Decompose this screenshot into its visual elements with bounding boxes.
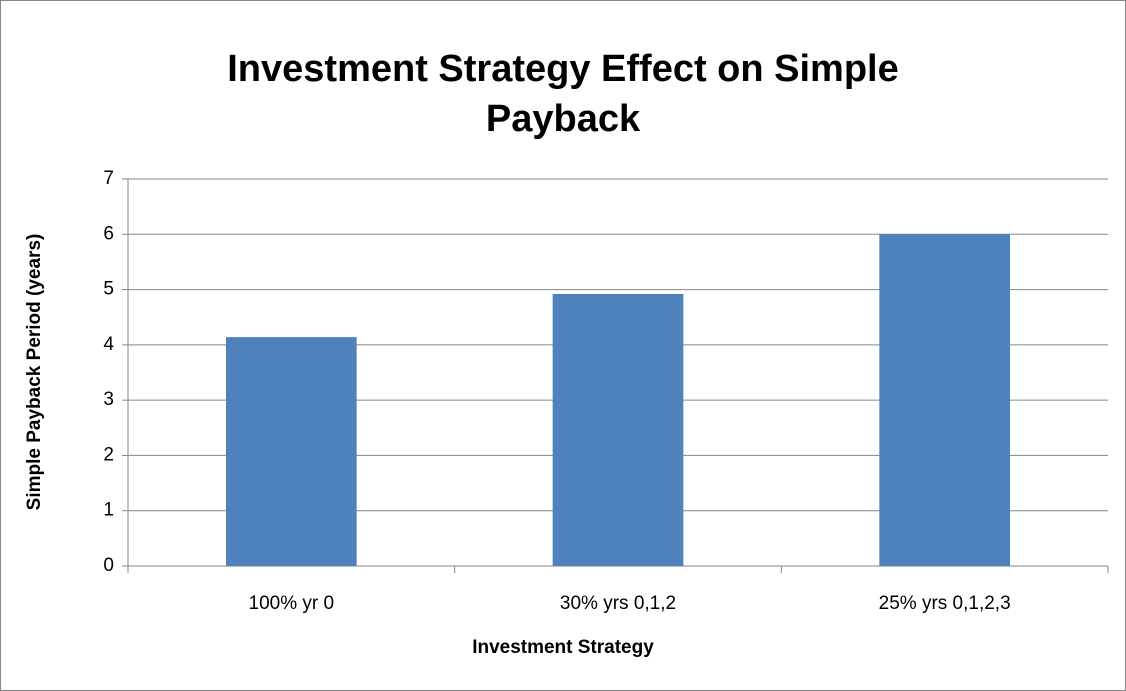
x-tick-label: 25% yrs 0,1,2,3 [879, 593, 1011, 614]
y-tick-label: 7 [103, 168, 114, 189]
x-tick-label: 100% yr 0 [249, 593, 335, 614]
y-axis-label: Simple Payback Period (years) [24, 234, 45, 511]
x-tick-label: 30% yrs 0,1,2 [560, 593, 676, 614]
chart-title: Investment Strategy Effect on Simple Pay… [227, 48, 899, 140]
y-tick-label: 6 [103, 223, 114, 244]
y-tick-label: 1 [103, 500, 114, 521]
y-tick-label: 2 [103, 444, 114, 465]
bar [226, 337, 357, 566]
bar [879, 234, 1010, 567]
y-tick-label: 5 [103, 279, 114, 300]
bar [552, 293, 684, 566]
y-tick-label: 3 [103, 389, 114, 410]
x-axis-label: Investment Strategy [472, 637, 654, 658]
y-tick-label: 0 [103, 555, 114, 576]
y-tick-label: 4 [103, 334, 114, 355]
